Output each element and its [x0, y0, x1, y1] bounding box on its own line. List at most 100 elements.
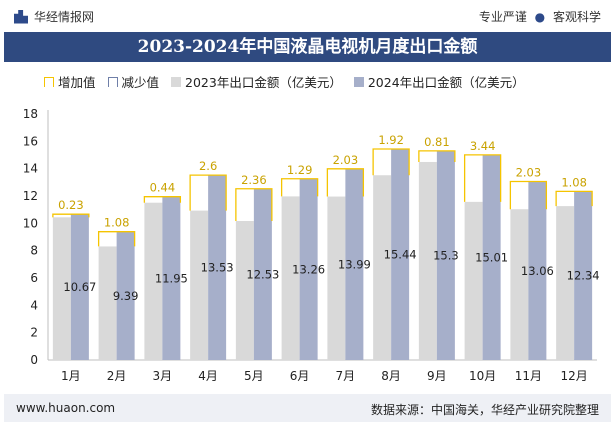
change-bracket: [326, 168, 365, 197]
slogan-tag-1: 专业严谨: [478, 10, 527, 24]
footer-source: 数据来源：中国海关，华经产业研究院整理: [370, 403, 599, 417]
change-label: 1.08: [561, 175, 587, 189]
change-label: 2.36: [241, 173, 267, 187]
bar-value-label: 15.01: [475, 250, 508, 264]
y-tick-label: 6: [30, 271, 38, 285]
y-tick-label: 18: [23, 107, 38, 121]
bar-2023: [98, 246, 117, 360]
footer-url: www.huaon.com: [16, 401, 116, 415]
change-bracket: [52, 213, 90, 218]
top-bar: 华经情报网 专业严谨 ● 客观科学: [0, 0, 615, 32]
bar-2024: [436, 150, 455, 360]
bar-2023: [510, 209, 529, 360]
bar-2024: [70, 214, 89, 360]
change-bracket: [509, 180, 548, 210]
change-bracket: [418, 150, 456, 162]
x-tick-label: 3月: [153, 369, 173, 383]
slogan-tag-2: 客观科学: [552, 10, 601, 24]
y-tick-label: 0: [30, 353, 38, 367]
change-bracket: [189, 174, 227, 211]
change-bracket: [235, 188, 273, 222]
bar-2024: [162, 196, 181, 360]
bar-2024: [345, 168, 364, 360]
slogan-separator: ●: [534, 10, 546, 24]
bar-2023: [190, 210, 209, 360]
x-tick-label: 8月: [381, 369, 401, 383]
y-tick-label: 12: [23, 189, 38, 203]
bar-2023: [235, 221, 254, 360]
change-bracket: [143, 196, 182, 203]
chart-legend: 增加值 减少值 2023年出口金额（亿美元） 2024年出口金额（亿美元）: [44, 72, 537, 91]
bar-2024: [482, 154, 501, 360]
change-label: 3.44: [470, 139, 496, 153]
bar-2024: [528, 181, 547, 360]
bar-2024: [574, 191, 593, 360]
bar-value-label: 13.53: [201, 261, 234, 275]
y-tick-label: 10: [23, 216, 38, 230]
bar-value-label: 13.26: [292, 262, 325, 276]
legend-label-decrease: 减少值: [121, 75, 160, 90]
change-label: 2.03: [516, 166, 542, 180]
bar-2023: [373, 175, 392, 360]
x-tick-label: 6月: [290, 369, 310, 383]
y-tick-label: 16: [23, 134, 38, 148]
bar-value-label: 13.06: [521, 264, 554, 278]
legend-swatch-2023: [171, 76, 182, 87]
bar-2024: [253, 188, 272, 360]
bar-2024: [299, 178, 318, 360]
bar-value-label: 13.99: [338, 257, 371, 271]
legend-label-2024: 2024年出口金额（亿美元）: [367, 75, 525, 90]
change-label: 1.92: [378, 133, 404, 147]
legend-item-2023: 2023年出口金额（亿美元）: [171, 72, 342, 91]
change-bracket: [97, 231, 136, 247]
legend-item-2024: 2024年出口金额（亿美元）: [353, 72, 525, 91]
y-tick-label: 8: [30, 244, 38, 258]
bar-value-label: 11.95: [155, 271, 188, 285]
bar-2023: [464, 201, 483, 360]
change-label: 2.6: [199, 159, 217, 173]
bar-2023: [281, 196, 300, 360]
slogan: 专业严谨 ● 客观科学: [479, 8, 601, 25]
change-label: 0.23: [58, 198, 84, 212]
legend-item-increase: 增加值: [44, 72, 96, 91]
bar-2023: [144, 202, 163, 360]
change-label: 2.03: [333, 153, 359, 167]
change-label: 0.81: [424, 135, 450, 149]
bar-2023: [556, 206, 575, 360]
brand-name: 华经情报网: [34, 10, 95, 24]
bar-2023: [52, 217, 71, 360]
x-tick-label: 10月: [469, 369, 496, 383]
x-tick-label: 4月: [198, 369, 218, 383]
x-tick-label: 9月: [427, 369, 447, 383]
bar-value-label: 9.39: [113, 289, 139, 303]
bar-2023: [327, 196, 346, 360]
change-bracket: [463, 154, 502, 202]
change-label: 0.44: [150, 181, 176, 195]
bar-2024: [116, 231, 135, 360]
legend-label-2023: 2023年出口金额（亿美元）: [185, 75, 342, 90]
x-tick-label: 12月: [560, 369, 587, 383]
legend-swatch-increase: [44, 76, 54, 87]
bar-value-label: 15.3: [433, 248, 459, 262]
chart-title: 2023-2024年中国液晶电视机月度出口金额: [4, 32, 611, 62]
bar-2023: [418, 161, 437, 360]
x-tick-label: 7月: [336, 369, 356, 383]
y-tick-label: 4: [30, 298, 38, 312]
change-bracket: [280, 178, 319, 197]
bar-2024: [208, 175, 227, 360]
change-label: 1.08: [104, 216, 130, 230]
x-tick-label: 11月: [515, 369, 542, 383]
bar-value-label: 15.44: [384, 247, 417, 261]
y-tick-label: 2: [30, 326, 38, 340]
legend-item-decrease: 减少值: [107, 72, 160, 91]
x-tick-label: 2月: [107, 369, 127, 383]
legend-swatch-2024: [353, 76, 364, 87]
brand: 华经情报网: [14, 8, 94, 25]
bar-2024: [391, 148, 410, 360]
footer: www.huaon.com 数据来源：中国海关，华经产业研究院整理: [4, 394, 611, 422]
y-tick-label: 14: [23, 162, 38, 176]
bar-value-label: 12.53: [246, 267, 279, 281]
legend-label-increase: 增加值: [58, 75, 96, 90]
bar-value-label: 10.67: [63, 280, 96, 294]
